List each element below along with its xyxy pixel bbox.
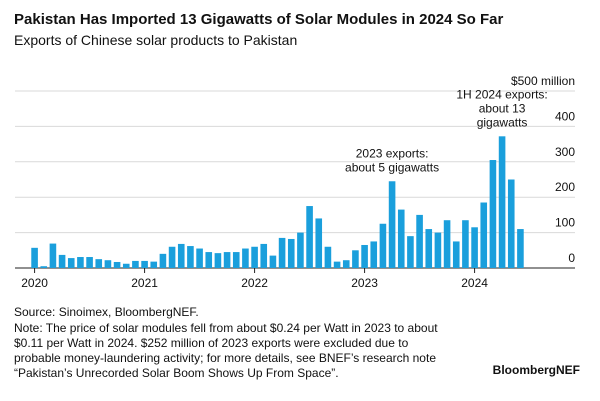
- bar: [507, 179, 515, 268]
- annotation: gigawatts: [477, 115, 528, 129]
- x-tick-label: 2023: [351, 276, 378, 290]
- bar: [416, 214, 423, 268]
- bar: [306, 206, 313, 268]
- bar: [452, 241, 460, 268]
- bar: [397, 209, 405, 268]
- bar: [361, 244, 368, 268]
- bar: [278, 237, 286, 268]
- bar: [260, 243, 268, 268]
- y-tick-label: $500 million: [511, 74, 575, 88]
- brand: BloombergNEF: [493, 363, 580, 377]
- bar: [489, 160, 497, 268]
- bar: [379, 223, 387, 268]
- x-tick-label: 2022: [241, 276, 268, 290]
- bar: [58, 254, 66, 268]
- bar: [471, 227, 478, 268]
- bar: [77, 257, 84, 268]
- bar: [95, 259, 103, 268]
- chart-title: Pakistan Has Imported 13 Gigawatts of So…: [14, 11, 503, 28]
- bar: [49, 243, 57, 268]
- annotation: 1H 2024 exports:: [456, 87, 547, 101]
- y-tick-label: 200: [555, 180, 575, 194]
- bar: [462, 220, 469, 268]
- bar: [517, 229, 524, 268]
- bar: [168, 246, 176, 268]
- bar: [187, 246, 194, 268]
- bar: [370, 241, 378, 268]
- source: Source: Sinoimex, BloombergNEF.: [14, 305, 199, 319]
- bar: [407, 236, 414, 268]
- bar: [113, 261, 121, 268]
- y-tick-label: 400: [555, 109, 575, 123]
- bar: [196, 248, 203, 268]
- y-tick-label: 0: [568, 251, 575, 265]
- annotation: about 13: [479, 101, 526, 115]
- bar: [232, 252, 240, 268]
- bar: [177, 243, 185, 268]
- x-tick-label: 2024: [461, 276, 488, 290]
- bar: [141, 260, 148, 268]
- bar: [214, 253, 222, 268]
- note: Note: The price of solar modules fell fr…: [14, 321, 438, 335]
- bar: [297, 232, 304, 268]
- bar: [40, 266, 48, 268]
- bar: [388, 181, 396, 268]
- chart-subtitle: Exports of Chinese solar products to Pak…: [14, 32, 297, 48]
- note: “Pakistan’s Unrecorded Solar Boom Shows …: [14, 366, 339, 380]
- bar: [132, 260, 139, 268]
- bar: [315, 218, 323, 268]
- bar: [498, 136, 506, 268]
- annotation: about 5 gigawatts: [345, 160, 439, 174]
- bar: [31, 247, 38, 268]
- bar: [269, 255, 277, 268]
- bar: [86, 257, 93, 268]
- bar: [434, 232, 442, 268]
- y-tick-label: 100: [555, 216, 575, 230]
- note: $0.11 per Watt in 2024. $252 million of …: [14, 336, 409, 350]
- note: probable money-laundering activity; for …: [14, 351, 436, 365]
- bar: [205, 252, 213, 268]
- bar: [223, 252, 231, 268]
- bar: [67, 258, 75, 268]
- y-tick-label: 300: [555, 145, 575, 159]
- bar: [352, 250, 359, 268]
- bar: [480, 202, 488, 268]
- x-tick-label: 2021: [131, 276, 158, 290]
- bar: [287, 238, 295, 268]
- bar: [159, 253, 167, 268]
- bar: [333, 261, 341, 268]
- bar: [104, 260, 112, 268]
- bar: [324, 246, 332, 268]
- x-tick-label: 2020: [21, 276, 48, 290]
- bar: [251, 246, 258, 268]
- bar: [150, 261, 158, 268]
- bar: [122, 263, 130, 268]
- annotation: 2023 exports:: [356, 146, 429, 160]
- bar: [443, 220, 451, 268]
- bar: [242, 248, 249, 268]
- bar: [425, 229, 433, 268]
- bar: [342, 260, 350, 268]
